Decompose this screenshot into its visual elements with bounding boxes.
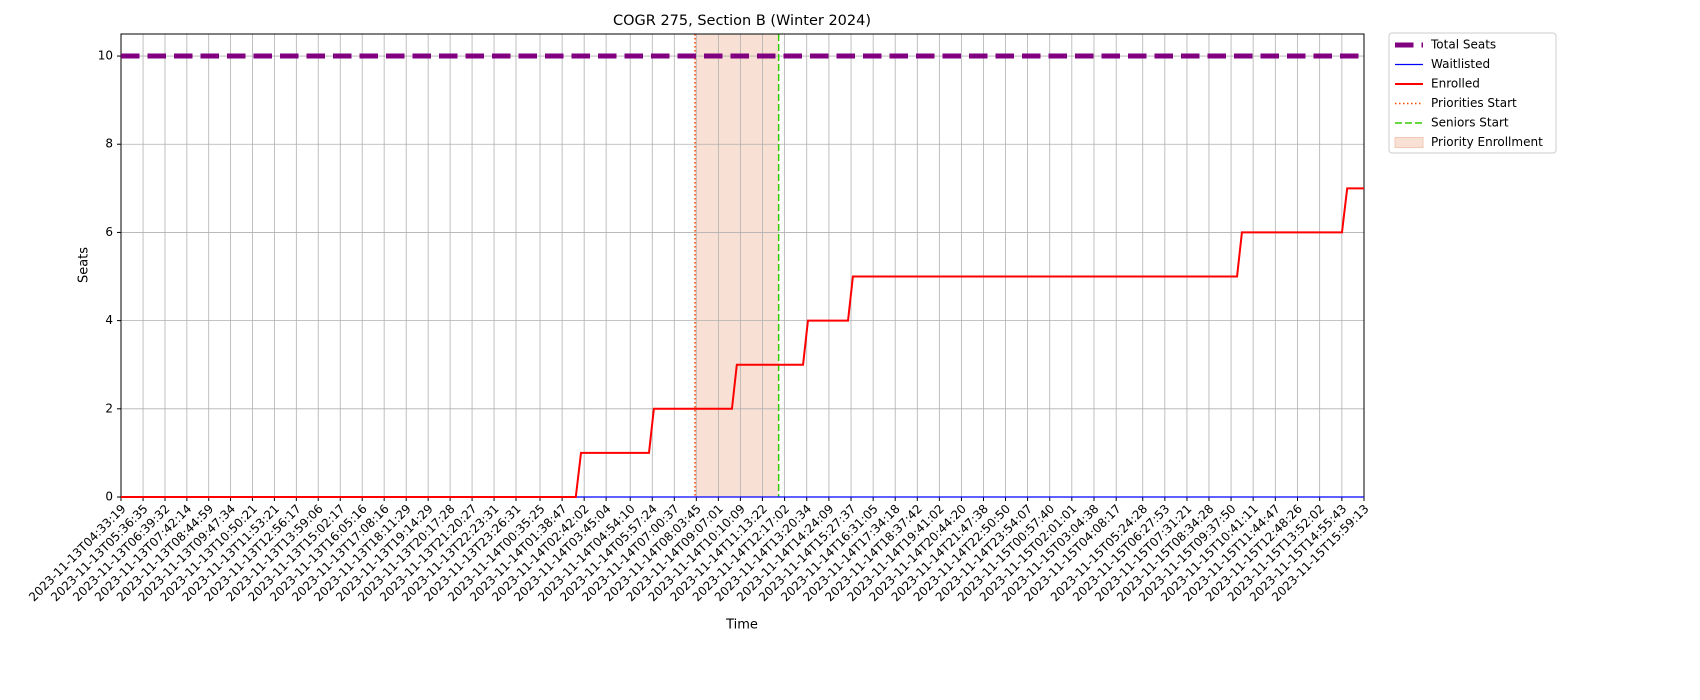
y-tick-label: 4 [105, 313, 113, 327]
y-axis-label: Seats [77, 247, 92, 283]
legend-label: Total Seats [1430, 38, 1496, 52]
chart-title: COGR 275, Section B (Winter 2024) [613, 13, 871, 29]
legend-label: Priority Enrollment [1431, 135, 1543, 149]
legend-label: Priorities Start [1431, 96, 1517, 110]
legend-swatch [1394, 137, 1424, 148]
legend-box [1388, 32, 1557, 154]
priority-span [695, 34, 779, 497]
y-tick-label: 6 [105, 225, 113, 239]
x-axis-label: Time [725, 618, 758, 633]
series-line [121, 187, 1364, 498]
y-tick-label: 8 [105, 137, 113, 151]
legend-label: Seniors Start [1431, 116, 1509, 130]
y-tick-label: 10 [98, 49, 113, 63]
legend-label: Waitlisted [1431, 57, 1490, 71]
legend: Total Seats Waitlisted Enrolled Priorities … [1388, 32, 1557, 154]
y-tick-label: 0 [105, 490, 113, 504]
y-tick-label: 2 [105, 401, 113, 415]
legend-label: Enrolled [1431, 77, 1480, 91]
